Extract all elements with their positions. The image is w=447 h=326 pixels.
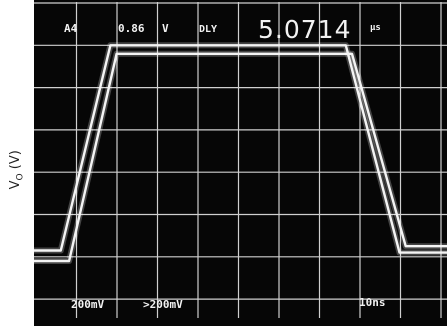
y-axis-label-symbol: V bbox=[8, 180, 24, 190]
ch2-scale-readout: >200mV bbox=[143, 298, 183, 311]
ch1-scale-readout: 200mV bbox=[71, 298, 104, 311]
graticule bbox=[34, 2, 447, 318]
waveform-trace-1 bbox=[34, 52, 447, 263]
oscilloscope-screen: A4 0.86 V DLY 5.0714 μs 200mV >200mV 10n… bbox=[34, 0, 447, 326]
channel-readout: A4 bbox=[64, 22, 78, 35]
y-axis-label-subscript: O bbox=[15, 173, 26, 181]
trigger-unit-readout: V bbox=[162, 22, 169, 35]
y-axis-label: VO (V) bbox=[0, 140, 34, 200]
waveform-trace-glow-1 bbox=[34, 50, 447, 264]
time-scale-readout: 10ns bbox=[359, 296, 386, 309]
delay-unit-readout: μs bbox=[370, 23, 381, 33]
trigger-level-readout: 0.86 bbox=[118, 22, 145, 35]
waveform-traces bbox=[34, 42, 447, 264]
oscilloscope-plot: A4 0.86 V DLY 5.0714 μs 200mV >200mV 10n… bbox=[34, 2, 447, 318]
mode-readout: DLY bbox=[199, 24, 217, 35]
waveform-trace-2 bbox=[34, 44, 447, 254]
delay-readout: 5.0714 bbox=[258, 15, 351, 44]
y-axis-label-unit: (V) bbox=[8, 150, 24, 170]
